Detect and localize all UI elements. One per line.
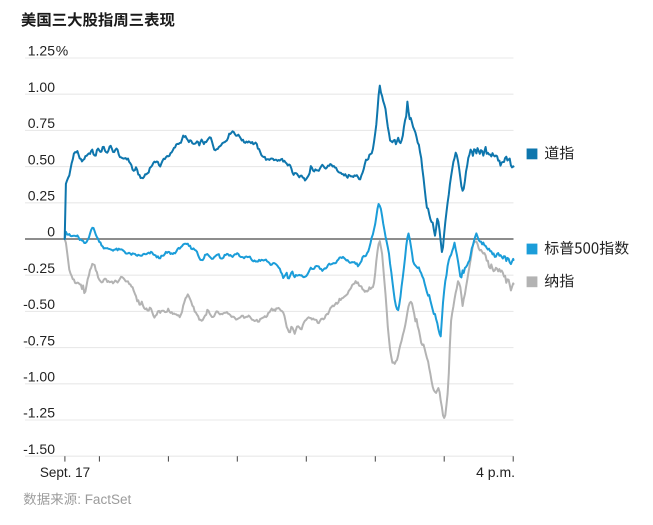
svg-text:0.50: 0.50 [28, 151, 55, 167]
svg-text:-1.25: -1.25 [23, 405, 55, 421]
svg-text:-1.50: -1.50 [23, 441, 55, 457]
svg-text:0.25: 0.25 [28, 188, 55, 204]
svg-text:0.75: 0.75 [28, 115, 55, 131]
svg-text:1.25: 1.25 [28, 43, 55, 59]
svg-text:-0.50: -0.50 [23, 296, 55, 312]
svg-text:0: 0 [47, 224, 55, 240]
svg-text:1.00: 1.00 [28, 79, 55, 95]
svg-text:%: % [56, 43, 68, 59]
svg-text:: FactSet: : FactSet [77, 492, 131, 507]
svg-text:4 p.m.: 4 p.m. [476, 464, 515, 480]
svg-text:-0.25: -0.25 [23, 260, 55, 276]
svg-text:-1.00: -1.00 [23, 369, 55, 385]
svg-text:Sept. 17: Sept. 17 [40, 465, 90, 480]
svg-text:-0.75: -0.75 [23, 332, 55, 348]
